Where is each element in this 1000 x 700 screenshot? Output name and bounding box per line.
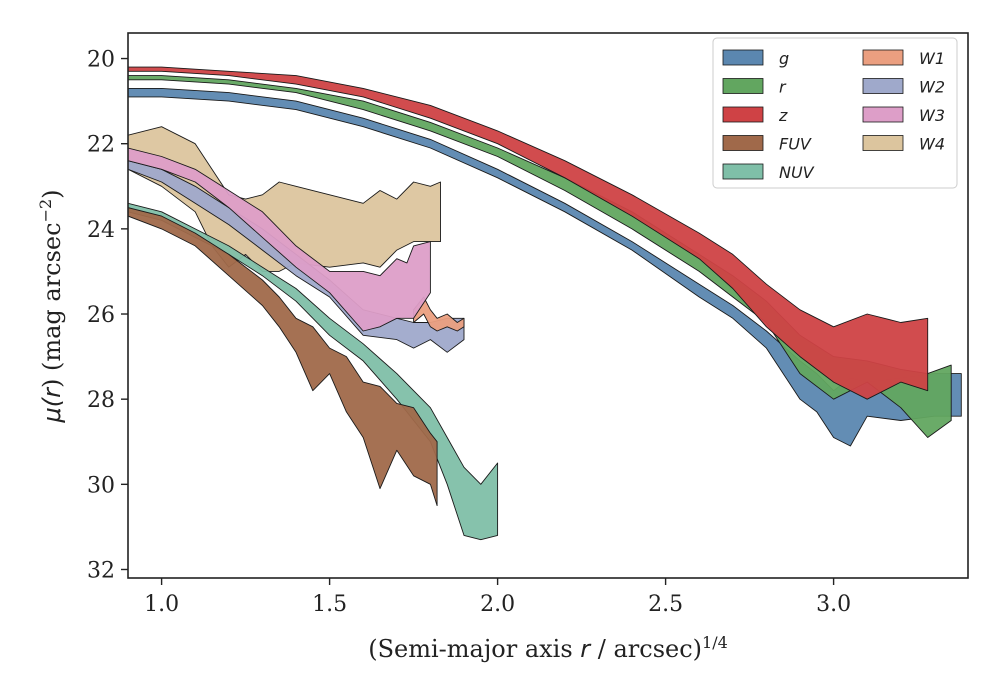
legend-swatch-w4 xyxy=(862,135,904,151)
legend-swatch-g xyxy=(722,49,764,66)
legend-swatch-nuv xyxy=(722,163,764,180)
band-nuv xyxy=(128,202,499,541)
plot-frame xyxy=(127,32,969,579)
legend-swatch-w1 xyxy=(862,49,904,66)
x-tick-label: 2.5 xyxy=(648,592,683,617)
band-r xyxy=(128,75,952,438)
band-z xyxy=(128,66,929,400)
x-tick-label: 3.0 xyxy=(816,592,851,617)
series-layer xyxy=(128,66,962,541)
legend: grz FUV NUV W1 W2 W3 W4 xyxy=(712,37,958,189)
y-tick-label: 22 xyxy=(87,133,115,158)
y-tick-label: 20 xyxy=(87,48,115,73)
axes-layer: 1.0 1.5 2.0 2.5 3.0 20 22 24 26 28 30 32 xyxy=(87,32,969,617)
legend-label-g: g xyxy=(779,49,789,68)
legend-label-w2: W2 xyxy=(919,78,945,97)
band-w1 xyxy=(413,296,465,332)
legend-label-w1: W1 xyxy=(919,49,945,68)
legend-label-nuv: NUV xyxy=(779,163,815,182)
legend-swatch-w2 xyxy=(862,78,904,94)
y-tick-label: 28 xyxy=(87,388,115,413)
x-tick-label: 1.5 xyxy=(312,592,347,617)
legend-swatch-w3 xyxy=(862,106,904,123)
x-tick-label: 1.0 xyxy=(144,592,179,617)
band-fuv xyxy=(128,207,438,507)
y-tick-label: 32 xyxy=(87,558,115,583)
legend-label-z: z xyxy=(778,106,788,125)
y-axis-label: μ(r) (mag arcsec−2) xyxy=(36,189,66,423)
y-tick-label: 24 xyxy=(87,218,115,243)
x-tick-label: 2.0 xyxy=(480,592,515,617)
legend-label-r: r xyxy=(779,78,787,97)
legend-swatch-fuv xyxy=(722,135,764,151)
legend-label-w3: W3 xyxy=(919,106,945,125)
band-g xyxy=(128,87,962,447)
y-tick-label: 30 xyxy=(87,473,115,498)
legend-label-fuv: FUV xyxy=(779,135,812,154)
legend-label-w4: W4 xyxy=(919,135,945,154)
x-axis-label: (Semi-major axis r / arcsec)1/4 xyxy=(368,633,728,663)
y-tick-label: 26 xyxy=(87,303,115,328)
band-w3 xyxy=(128,147,431,332)
axis-labels: (Semi-major axis r / arcsec)1/4 μ(r) (ma… xyxy=(36,189,728,663)
legend-swatch-r xyxy=(722,78,764,94)
legend-swatch-z xyxy=(722,106,764,123)
